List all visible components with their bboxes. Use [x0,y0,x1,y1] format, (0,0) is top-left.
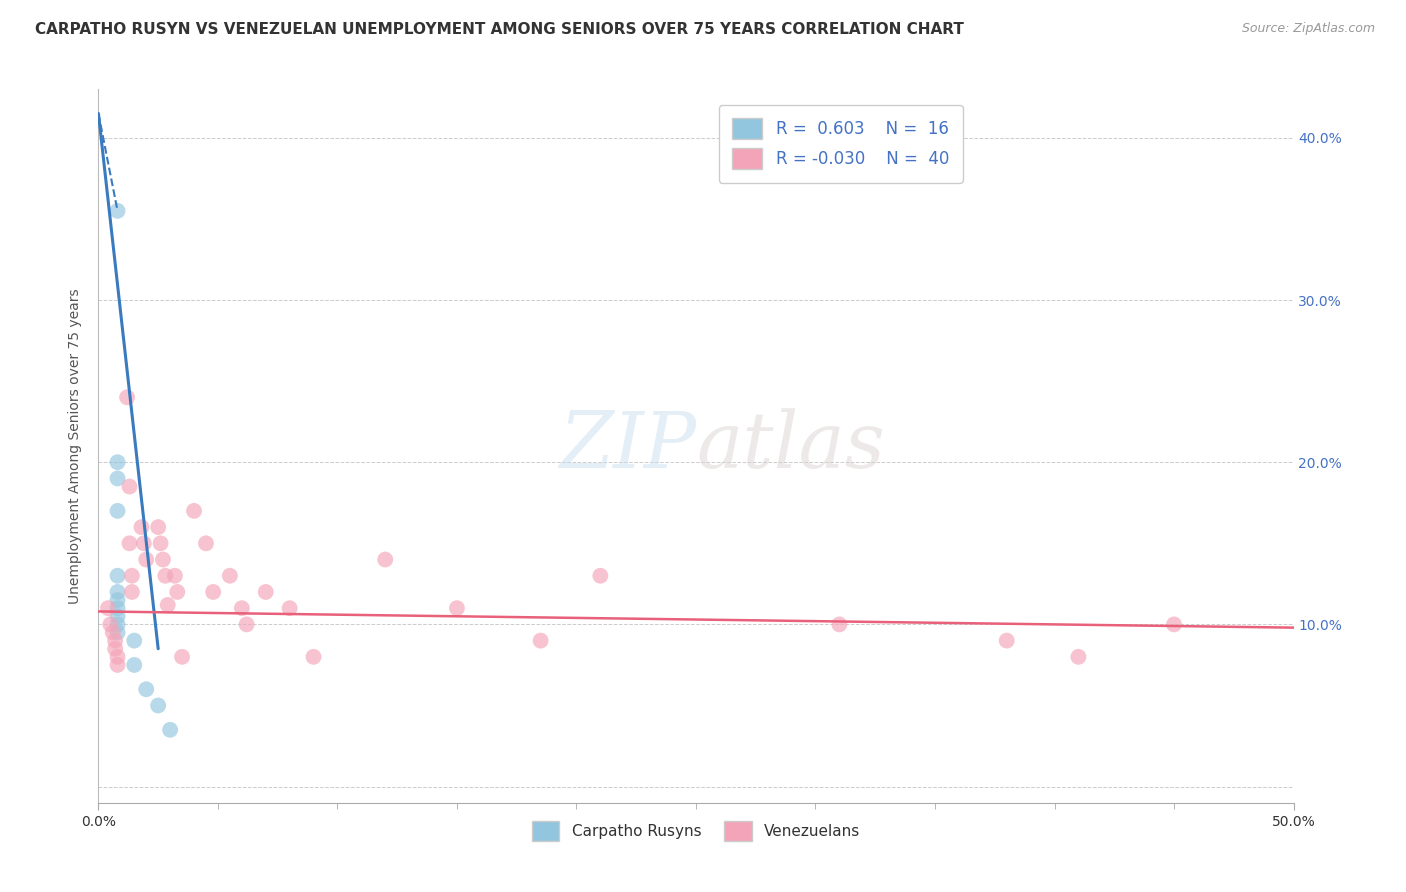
Legend: Carpatho Rusyns, Venezuelans: Carpatho Rusyns, Venezuelans [524,814,868,848]
Point [828,617,851,632]
Point [107,585,129,599]
Point [995,633,1018,648]
Point [107,593,129,607]
Point [107,504,129,518]
Point [107,609,129,624]
Point [124,633,146,648]
Point [107,471,129,485]
Point [156,598,179,612]
Point [152,552,174,566]
Point [183,504,205,518]
Point [195,536,218,550]
Point [374,552,396,566]
Point [530,633,553,648]
Point [107,617,129,632]
Point [231,601,253,615]
Point [104,633,127,648]
Point [107,649,129,664]
Point [148,698,170,713]
Point [107,625,129,640]
Point [121,585,143,599]
Text: Source: ZipAtlas.com: Source: ZipAtlas.com [1241,22,1375,36]
Point [121,568,143,582]
Point [235,617,257,632]
Point [131,520,153,534]
Point [172,649,194,664]
Point [97,601,120,615]
Point [107,203,129,218]
Point [118,536,141,550]
Point [1067,649,1090,664]
Text: ZIP: ZIP [558,408,696,484]
Point [124,657,146,672]
Point [115,390,138,404]
Point [118,479,141,493]
Point [1163,617,1185,632]
Point [135,552,157,566]
Point [101,625,124,640]
Point [166,585,188,599]
Point [107,455,129,469]
Point [107,601,129,615]
Point [159,723,181,737]
Point [278,601,301,615]
Point [104,641,127,656]
Text: atlas: atlas [696,408,884,484]
Point [132,536,155,550]
Text: CARPATHO RUSYN VS VENEZUELAN UNEMPLOYMENT AMONG SENIORS OVER 75 YEARS CORRELATIO: CARPATHO RUSYN VS VENEZUELAN UNEMPLOYMEN… [35,22,965,37]
Point [589,568,612,582]
Point [163,568,186,582]
Point [135,682,157,697]
Point [155,568,177,582]
Point [202,585,225,599]
Point [98,617,122,632]
Point [302,649,325,664]
Point [148,520,170,534]
Point [446,601,468,615]
Point [149,536,172,550]
Point [254,585,277,599]
Point [219,568,242,582]
Point [107,568,129,582]
Point [107,657,129,672]
Y-axis label: Unemployment Among Seniors over 75 years: Unemployment Among Seniors over 75 years [69,288,83,604]
